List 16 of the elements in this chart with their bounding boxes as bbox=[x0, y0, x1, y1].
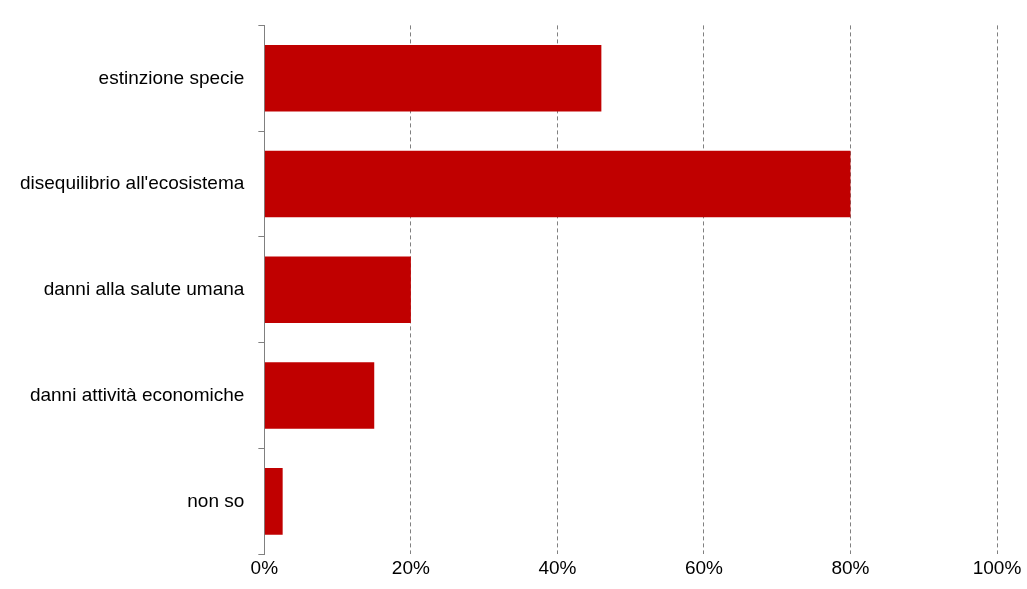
bar bbox=[264, 362, 375, 429]
x-tick-label: 60% bbox=[684, 556, 724, 578]
bar bbox=[264, 150, 851, 218]
x-tick-label: 20% bbox=[391, 556, 430, 578]
y-tick-label: estinzione specie bbox=[98, 66, 245, 88]
x-tick-label: 100% bbox=[972, 556, 1022, 578]
bar bbox=[264, 256, 411, 324]
bar bbox=[264, 468, 283, 535]
y-tick-label: danni attività economiche bbox=[29, 383, 245, 405]
x-tick-label: 40% bbox=[538, 556, 577, 578]
y-tick-label: non so bbox=[187, 489, 245, 511]
bar bbox=[264, 44, 602, 112]
x-tick-label: 80% bbox=[831, 556, 870, 578]
x-tick-label: 0% bbox=[250, 556, 279, 578]
y-tick-label: disequilibrio all'ecosistema bbox=[19, 172, 245, 194]
y-tick-label: danni alla salute umana bbox=[43, 278, 245, 300]
